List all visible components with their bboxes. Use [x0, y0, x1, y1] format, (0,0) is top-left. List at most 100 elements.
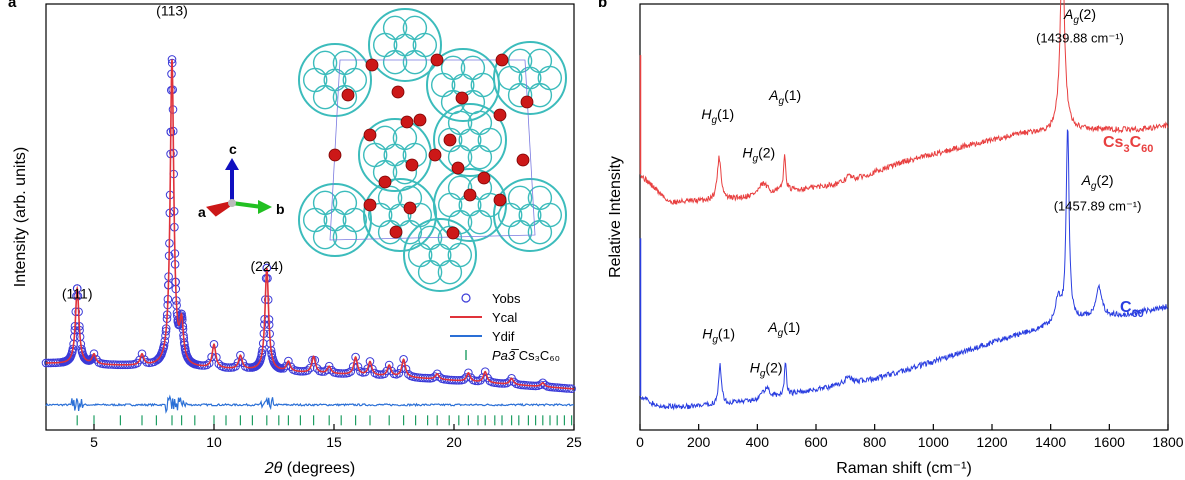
cs-atom: [520, 95, 534, 109]
unit-cell-edge: [329, 59, 536, 241]
yobs-point: [137, 349, 147, 359]
mode-label: Ag(1): [767, 319, 800, 339]
cs-atom: [391, 85, 405, 99]
axis-b-arrow: [231, 201, 263, 209]
cage-ring: [302, 67, 328, 93]
series-label-part: C: [1130, 134, 1142, 151]
x-tick-label: 5: [90, 434, 98, 450]
ydif-series: [45, 394, 575, 414]
legend-label: Yobs: [492, 291, 521, 306]
fullerene-cage: [493, 178, 567, 252]
mode-index: (2): [765, 359, 782, 375]
series-label-c60: C60: [1120, 299, 1144, 320]
cs-atom: [493, 108, 507, 122]
cs-atom: [451, 161, 465, 175]
cs-atom: [493, 193, 507, 207]
series-label-part: 60: [1141, 143, 1153, 155]
panel-b: b Hg(1)Hg(2)Ag(1)Ag(2)(1439.88 cm⁻¹)Hg(1…: [598, 0, 1184, 477]
x-tick-label: 1600: [1094, 434, 1125, 450]
fullerene-cage: [433, 103, 507, 177]
mode-label: Ag(2): [1063, 6, 1096, 26]
x-tick-label: 1000: [918, 434, 949, 450]
cage-outline: [433, 168, 507, 242]
legend-label: Pa3̅ Cs₃C₆₀: [492, 348, 560, 363]
mode-symbol: A: [1063, 6, 1073, 22]
cs-atom: [363, 128, 377, 142]
mode-index: (1): [717, 106, 734, 122]
panel-b-x-axis-label: Raman shift (cm⁻¹): [836, 460, 972, 477]
series-label-part: Cs: [1103, 134, 1124, 151]
cage-ring: [342, 207, 368, 233]
panel-a-x-axis: 5 10 15 20 25: [90, 424, 582, 450]
axis-a-arrow: [206, 201, 234, 217]
yobs-point: [308, 355, 317, 365]
cage-ring: [537, 65, 563, 91]
panel-a-x-axis-symbol: 2θ: [264, 460, 283, 477]
yobs-point: [346, 367, 356, 376]
fullerene-cage: [298, 183, 372, 257]
cs-atom: [495, 53, 509, 67]
mode-index: (1): [783, 319, 800, 335]
mode-symbol: H: [742, 144, 753, 160]
cage-outline: [426, 48, 500, 122]
axis-origin: [228, 199, 236, 207]
mode-symbol: A: [768, 87, 778, 103]
cs-atom: [428, 148, 442, 162]
mode-label: (1439.88 cm⁻¹): [1036, 30, 1124, 45]
cs-atom: [363, 198, 377, 212]
ycal-series: [46, 59, 574, 390]
x-tick-label: 200: [687, 434, 711, 450]
yobs-point: [353, 362, 363, 372]
panel-a-x-axis-unit: (degrees): [282, 460, 355, 477]
cs-atom: [477, 171, 491, 185]
x-tick-label: 400: [746, 434, 770, 450]
mode-symbol: H: [702, 325, 713, 341]
cs-atom: [403, 201, 417, 215]
mode-index: (2): [1096, 172, 1113, 188]
yobs-point: [396, 364, 406, 374]
legend-label: Ydif: [492, 329, 515, 344]
cage-ring: [518, 203, 542, 227]
cage-ring: [537, 202, 563, 228]
mode-label: Hg(2): [750, 359, 783, 379]
mode-subscript: g: [760, 368, 766, 379]
mode-symbol: A: [1081, 172, 1091, 188]
cage-ring: [393, 33, 417, 57]
cage-outline: [298, 43, 372, 117]
cage-ring: [388, 203, 412, 227]
cage-ring: [497, 202, 523, 228]
panel-b-x-axis: 0 200 400 600 800 1000 1200 1400 1600 1800: [636, 424, 1184, 450]
cs-atom: [413, 113, 427, 127]
cage-ring: [497, 65, 523, 91]
axis-c-arrowhead: [225, 158, 239, 170]
cage-outline: [298, 183, 372, 257]
panel-b-data: Hg(1)Hg(2)Ag(1)Ag(2)(1439.88 cm⁻¹)Hg(1)H…: [639, 0, 1169, 411]
yobs-point: [480, 367, 490, 377]
yobs-point: [384, 360, 394, 370]
cage-outline: [493, 41, 567, 115]
cs-atom: [446, 226, 460, 240]
mode-subscript: g: [1091, 181, 1097, 192]
fullerene-cage: [298, 43, 372, 117]
mode-symbol: H: [750, 359, 761, 375]
fullerene-cage: [368, 8, 442, 82]
x-tick-label: 800: [863, 434, 887, 450]
series-label-part: 3: [1123, 143, 1129, 155]
panel-b-plot-frame: [639, 3, 1169, 431]
cs-atom: [365, 58, 379, 72]
yobs-point: [380, 369, 389, 379]
axis-b-label: b: [276, 201, 285, 217]
mode-subscript: g: [753, 153, 759, 164]
cage-outline: [403, 218, 477, 292]
yobs-point: [140, 355, 149, 364]
peak-label: (111): [62, 285, 93, 301]
cage-ring: [323, 208, 347, 232]
legend-marker-yobs: [461, 293, 471, 303]
mode-subscript: g: [712, 334, 718, 345]
mode-label: Hg(1): [702, 325, 735, 345]
cage-ring: [383, 143, 407, 167]
panel-a-x-axis-label: 2θ (degrees): [264, 460, 356, 477]
cs-atom: [405, 158, 419, 172]
cs-atom: [463, 188, 477, 202]
